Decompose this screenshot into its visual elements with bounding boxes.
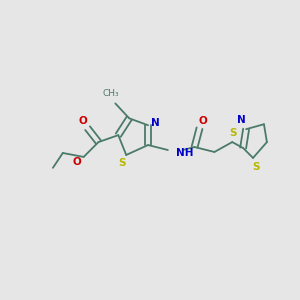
Text: S: S xyxy=(118,158,126,168)
Text: S: S xyxy=(230,128,237,138)
Text: NH: NH xyxy=(176,148,193,158)
Text: CH₃: CH₃ xyxy=(102,89,119,98)
Text: N: N xyxy=(151,118,159,128)
Text: O: O xyxy=(78,116,87,126)
Text: O: O xyxy=(72,157,81,167)
Text: N: N xyxy=(237,115,245,125)
Text: S: S xyxy=(252,162,260,172)
Text: O: O xyxy=(198,116,207,126)
